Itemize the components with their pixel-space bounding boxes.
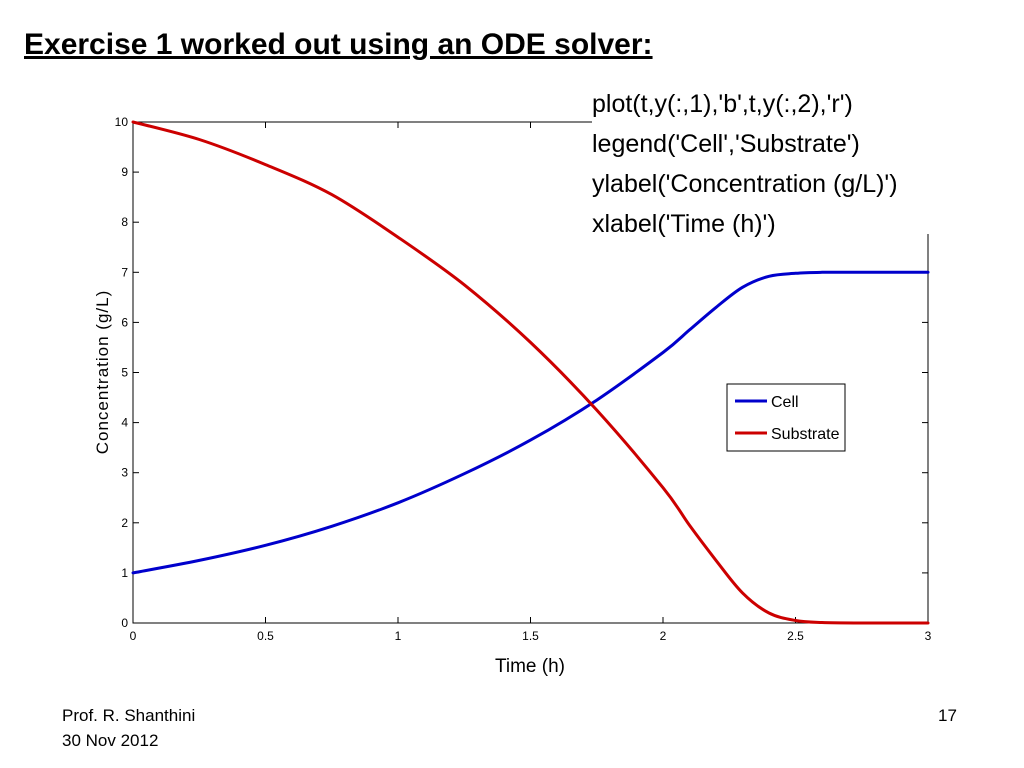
- x-tick-label: 3: [925, 629, 932, 643]
- x-axis-label: Time (h): [495, 656, 565, 677]
- y-tick-label: 9: [121, 165, 128, 179]
- y-tick-label: 7: [121, 265, 128, 279]
- x-tick-label: 0.5: [257, 629, 274, 643]
- code-line: legend('Cell','Substrate'): [592, 130, 860, 158]
- series-group: [131, 120, 930, 625]
- y-tick-label: 6: [121, 315, 128, 329]
- code-line: xlabel('Time (h)'): [592, 210, 776, 238]
- series-line-substrate: [131, 120, 930, 625]
- footer-author: Prof. R. Shanthini: [62, 706, 196, 725]
- legend: Cell Substrate: [726, 383, 846, 452]
- x-tick-label: 2.5: [787, 629, 804, 643]
- y-tick-label: 2: [121, 516, 128, 530]
- x-tick-label: 1: [395, 629, 402, 643]
- footer-date: 30 Nov 2012: [62, 731, 159, 750]
- x-tick-label: 2: [660, 629, 667, 643]
- y-tick-label: 3: [121, 466, 128, 480]
- x-tick-label: 0: [130, 629, 137, 643]
- slide-title: Exercise 1 worked out using an ODE solve…: [24, 28, 653, 61]
- legend-label: Cell: [771, 394, 799, 411]
- code-line: ylabel('Concentration (g/L)'): [592, 170, 898, 198]
- y-tick-label: 4: [121, 416, 128, 430]
- y-tick-label: 8: [121, 215, 128, 229]
- y-axis-label: Concentration (g/L): [93, 290, 112, 455]
- legend-label: Substrate: [771, 426, 840, 443]
- code-line: plot(t,y(:,1),'b',t,y(:,2),'r'): [592, 90, 853, 118]
- y-tick-label: 10: [115, 115, 129, 129]
- code-snippet: plot(t,y(:,1),'b',t,y(:,2),'r') legend('…: [592, 84, 1002, 238]
- page-number: 17: [938, 706, 957, 725]
- y-tick-label: 1: [121, 566, 128, 580]
- x-tick-label: 1.5: [522, 629, 539, 643]
- y-tick-label: 0: [121, 616, 128, 630]
- series-line-cell: [131, 270, 930, 575]
- y-tick-label: 5: [121, 366, 128, 380]
- legend-box: [726, 383, 846, 452]
